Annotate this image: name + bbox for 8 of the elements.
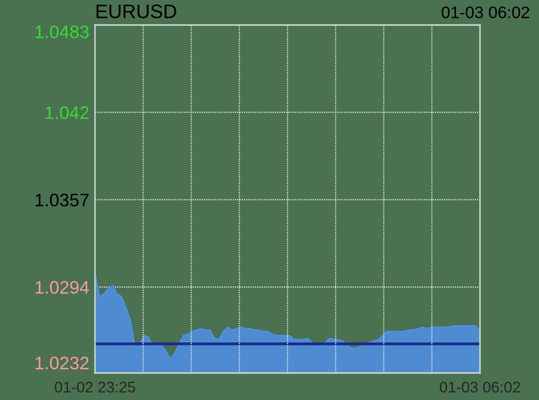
- x-tick-label: 01-02 23:25: [54, 382, 136, 393]
- y-tick-label: 1.0483: [36, 25, 89, 38]
- chart-title: EURUSD: [96, 4, 176, 18]
- y-tick-label: 1.0232: [36, 356, 89, 370]
- y-tick-label: 1.0294: [36, 280, 89, 294]
- y-tick-label: 1.0357: [36, 194, 89, 206]
- y-tick-label: 1.042: [46, 106, 89, 120]
- chart-subtitle: 01-03 06:02: [442, 6, 530, 18]
